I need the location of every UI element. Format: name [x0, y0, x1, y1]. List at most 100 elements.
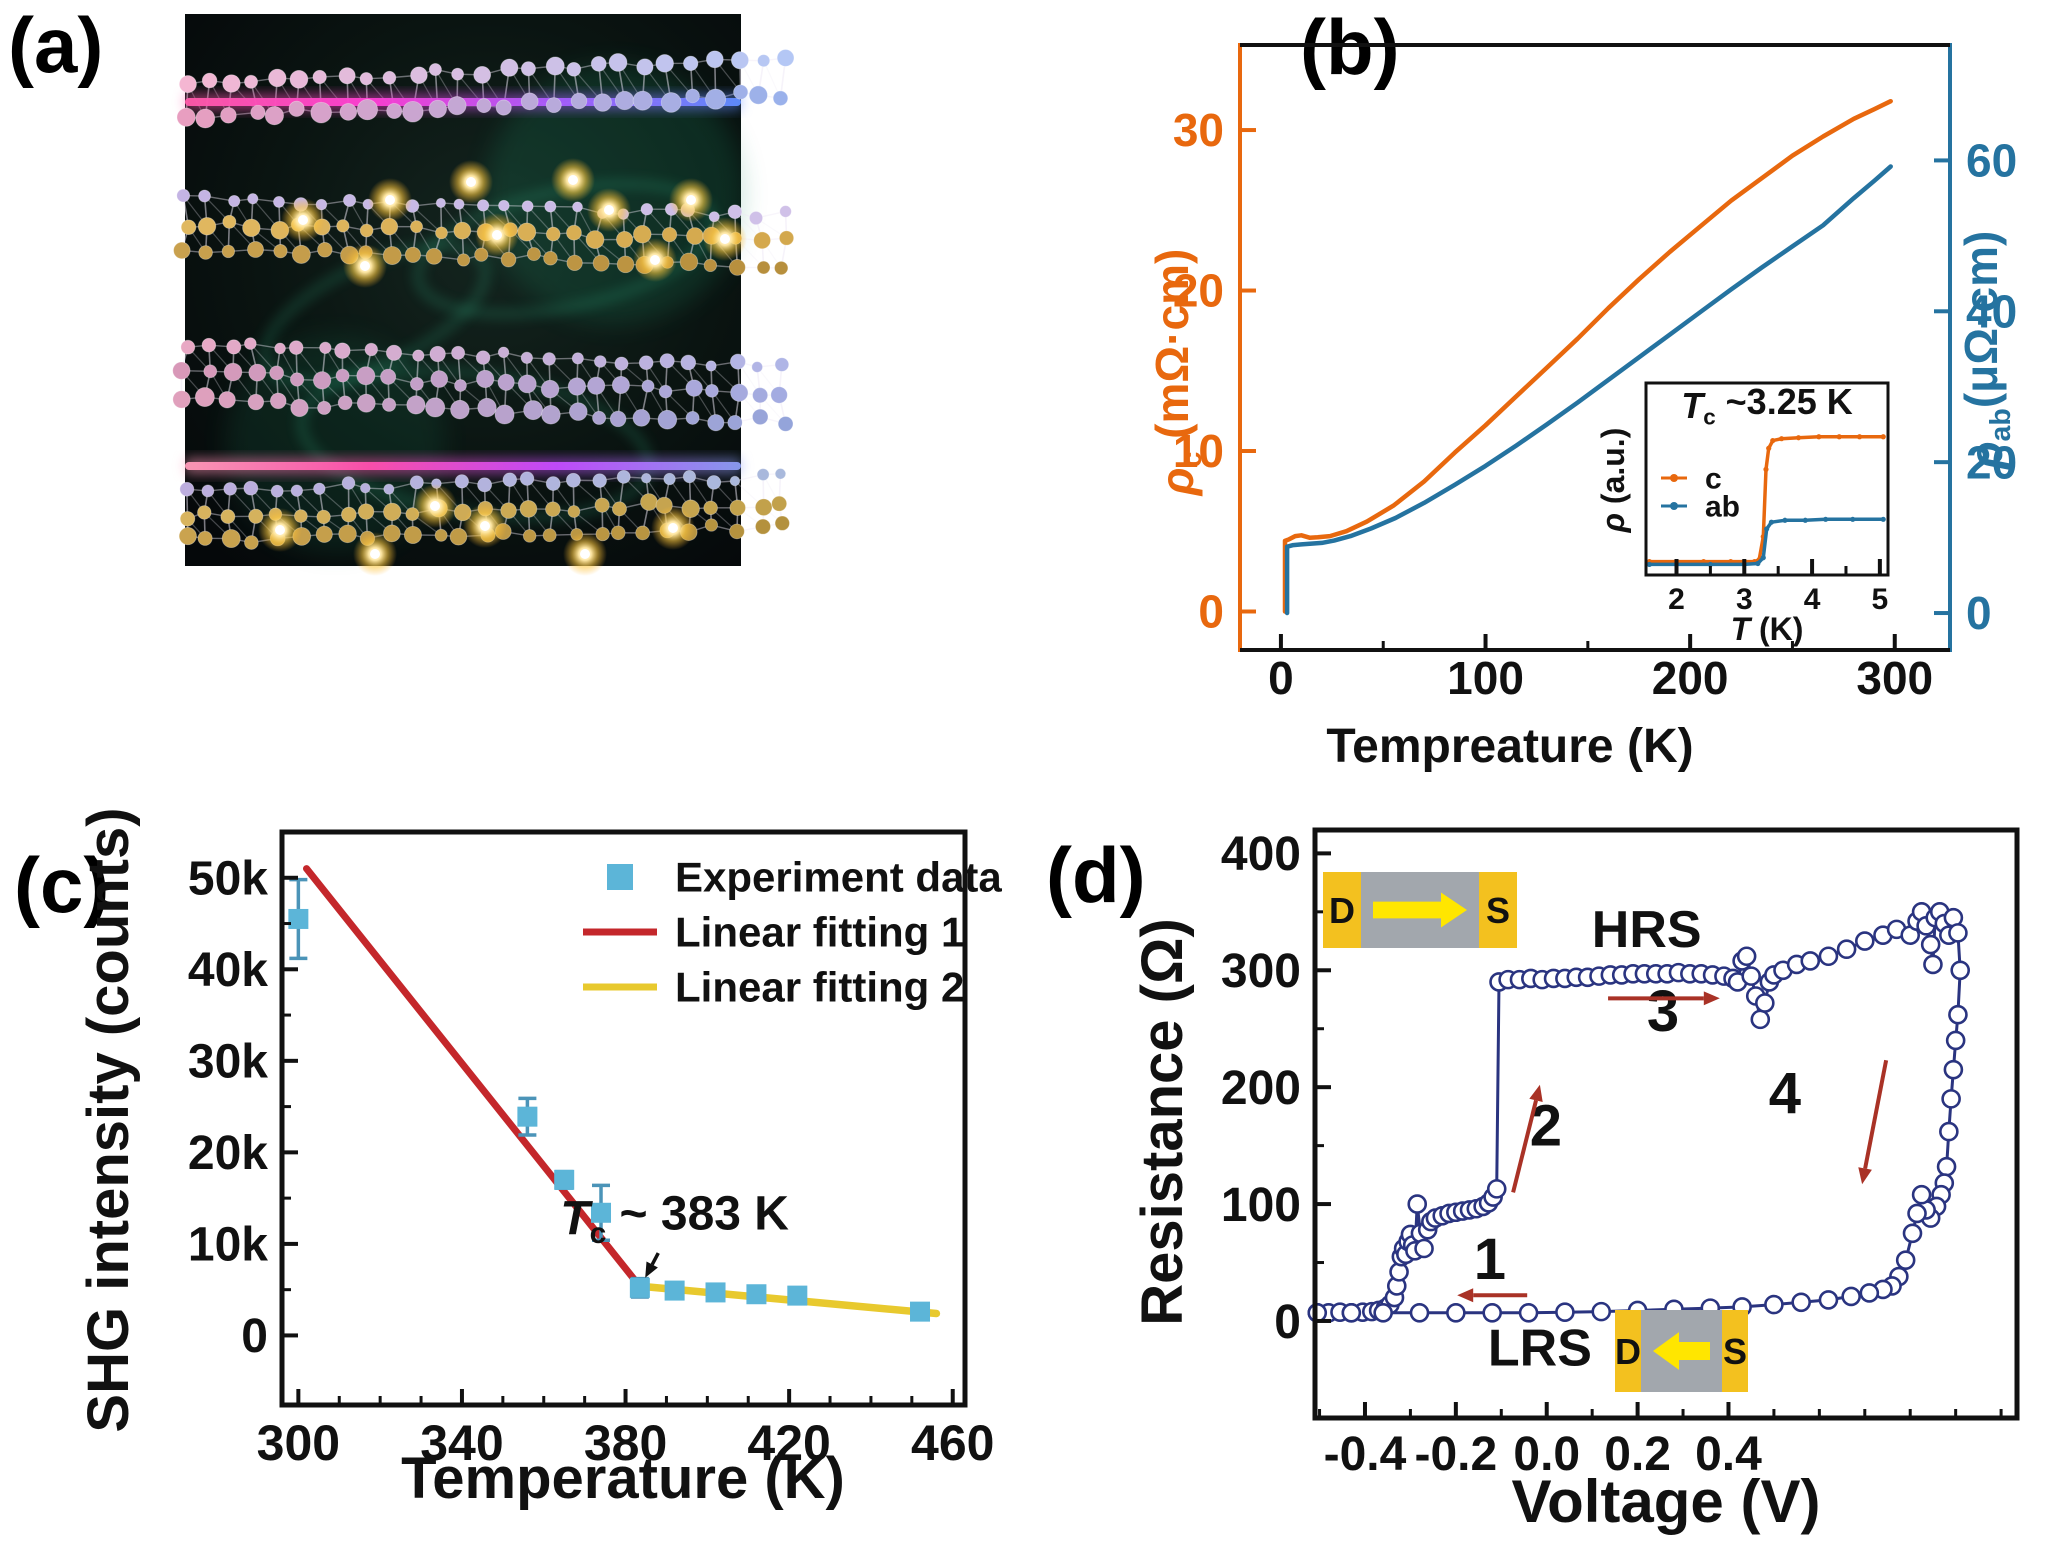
svg-text:1: 1	[1474, 1227, 1506, 1292]
glowing-site-orb	[413, 484, 457, 528]
svg-text:Linear fitting 2: Linear fitting 2	[675, 964, 964, 1011]
svg-text:10k: 10k	[188, 1219, 268, 1272]
glowing-site-orb	[703, 217, 747, 261]
svg-text:400: 400	[1221, 828, 1301, 881]
svg-text:5: 5	[1872, 583, 1889, 616]
svg-text:-0.2: -0.2	[1414, 1428, 1497, 1481]
svg-text:420: 420	[747, 1415, 830, 1471]
series-Linear fitting 1	[303, 865, 648, 1295]
svg-text:30: 30	[1173, 104, 1224, 156]
svg-text:30k: 30k	[188, 1036, 268, 1089]
svg-text:0: 0	[1966, 587, 1992, 639]
svg-text:ρ (a.u.): ρ (a.u.)	[1595, 428, 1631, 534]
svg-text:0: 0	[1198, 586, 1224, 638]
svg-text:0.2: 0.2	[1604, 1428, 1671, 1481]
glowing-site-orb	[651, 506, 695, 550]
panel-label-d: (d)	[1046, 831, 1146, 919]
svg-text:ρab(μΩ·cm): ρab(μΩ·cm)	[1955, 231, 2017, 472]
svg-text:D: D	[1615, 1331, 1641, 1372]
svg-text:380: 380	[584, 1415, 667, 1471]
series-group	[1307, 902, 1971, 1323]
lattice-layer-4	[178, 468, 790, 576]
current-left-arrow-icon	[1653, 1332, 1710, 1370]
axis-labels: Temperature (K) SHG intensity (counts)	[76, 807, 845, 1511]
glowing-site-orb	[258, 508, 302, 552]
glowing-site-orb	[281, 198, 325, 242]
series-Linear fitting 2	[634, 1282, 941, 1318]
glowing-site-orb	[669, 178, 713, 222]
svg-text:Tempreature (K): Tempreature (K)	[1326, 720, 1693, 773]
glowing-site-orb	[368, 178, 412, 222]
svg-text:Temperature (K): Temperature (K)	[401, 1446, 845, 1511]
glowing-site-orb	[563, 532, 607, 576]
legend: Experiment data Linear fitting 1 Linear fi…	[583, 854, 1002, 1011]
panel-label-a: (a)	[8, 1, 104, 89]
glowing-site-orb	[463, 504, 507, 548]
current-right-arrow-icon	[1373, 892, 1467, 928]
svg-text:3: 3	[1736, 583, 1753, 616]
series-group	[1282, 98, 1893, 616]
svg-text:0: 0	[1268, 652, 1294, 704]
svg-text:D: D	[1329, 890, 1355, 931]
annotations: Tc ~ 383 K	[560, 1188, 789, 1278]
chart-b_inset: 2 3 4 5 T (K) ρ (a.u.) Tc ~3.25 K cab	[1595, 381, 1890, 647]
lattice-layer-3	[172, 337, 794, 474]
axis-labels: Tempreature (K) ρc (mΩ·cm) ρab(μΩ·cm)	[1146, 231, 2017, 773]
svg-text:0.0: 0.0	[1513, 1428, 1580, 1481]
svg-text:300: 300	[1856, 652, 1933, 704]
axes: 2 3 4 5	[1644, 381, 1890, 616]
lattice-layer-1	[176, 49, 795, 129]
glowing-site-orb	[449, 160, 493, 204]
svg-text:ρc (mΩ·cm): ρc (mΩ·cm)	[1146, 249, 1208, 498]
svg-text:HRS: HRS	[1592, 901, 1702, 959]
panel-c-shg-chart: 300 340 380 420 460010k20k30k40k50kTemperatu…	[76, 807, 1002, 1511]
svg-text:Experiment data: Experiment data	[675, 854, 1002, 901]
svg-text:LRS: LRS	[1488, 1319, 1592, 1377]
svg-text:S: S	[1486, 890, 1510, 931]
svg-text:2: 2	[1668, 583, 1685, 616]
light-beam	[185, 462, 741, 470]
series-rho_c	[1282, 98, 1893, 614]
svg-text:S: S	[1723, 1331, 1747, 1372]
panel-d-resistance-voltage-chart: -0.4 -0.2 0.0 0.2 0.4 0 100 200 300 400 Voltage (V…	[1130, 827, 2020, 1535]
svg-text:4: 4	[1769, 1061, 1801, 1126]
legend-swatch	[607, 864, 633, 890]
svg-text:100: 100	[1447, 652, 1524, 704]
axes: 300 340 380 420 460 0 10k 20k 30k 40k 50k	[188, 829, 994, 1471]
svg-text:ab: ab	[1705, 491, 1740, 524]
lattice-layer-2	[173, 158, 795, 288]
panel-label-c: (c)	[14, 841, 110, 929]
glowing-site-orb	[587, 188, 631, 232]
panel-a-crystal-illustration	[172, 14, 795, 576]
glowing-site-orb	[551, 158, 595, 202]
svg-text:60: 60	[1966, 135, 2017, 187]
svg-text:0.4: 0.4	[1695, 1428, 1762, 1481]
legend: cab	[1661, 463, 1740, 524]
series-rho_ab	[1284, 164, 1893, 616]
svg-text:Linear fitting 1: Linear fitting 1	[675, 909, 964, 956]
svg-text:200: 200	[1652, 652, 1729, 704]
axes: -0.4 -0.2 0.0 0.2 0.4 0 100 200 300 400	[1221, 827, 2020, 1481]
svg-text:Voltage (V): Voltage (V)	[1512, 1468, 1821, 1535]
series-group	[288, 865, 941, 1322]
glowing-site-orb	[633, 238, 677, 282]
chart-c: 300 340 380 420 460010k20k30k40k50kTemperatu…	[76, 807, 1002, 1511]
glowing-site-orb	[353, 532, 397, 576]
svg-text:0: 0	[241, 1310, 268, 1363]
svg-text:Resistance (Ω): Resistance (Ω)	[1130, 918, 1195, 1326]
svg-text:Tc ~ 383 K: Tc ~ 383 K	[560, 1188, 789, 1250]
svg-text:10: 10	[1173, 425, 1224, 477]
svg-text:460: 460	[911, 1415, 994, 1471]
svg-text:100: 100	[1221, 1179, 1301, 1232]
svg-text:40: 40	[1966, 285, 2017, 337]
svg-text:SHG intensity (counts): SHG intensity (counts)	[76, 807, 141, 1432]
svg-text:20: 20	[1173, 265, 1224, 317]
svg-text:T (K): T (K)	[1731, 611, 1804, 647]
